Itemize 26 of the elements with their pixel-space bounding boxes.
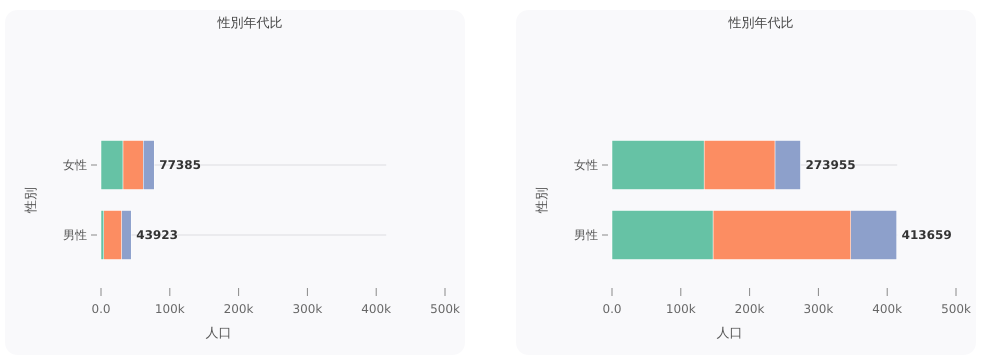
total-label: 43923 (136, 228, 178, 242)
x-tick-label: 100k (154, 302, 185, 316)
y-axis-title: 性別 (24, 187, 39, 214)
total-label: 413659 (902, 228, 952, 242)
y-axis-title: 性別 (535, 187, 550, 214)
x-tick-label: 500k (941, 302, 971, 316)
x-tick-label: 400k (872, 302, 902, 316)
x-tick-label: 400k (361, 302, 392, 316)
x-tick-label: 200k (224, 302, 254, 316)
x-axis-title: 人口 (716, 326, 742, 341)
y-tick-label: 男性 (574, 228, 598, 242)
x-tick-label: 0.0 (602, 302, 622, 316)
x-tick-label: 100k (666, 302, 696, 316)
x-tick-label: 200k (734, 302, 765, 316)
y-tick-label: 男性 (63, 228, 87, 242)
x-tick-label: 300k (292, 302, 322, 316)
x-tick-label: 300k (803, 302, 834, 316)
x-tick-label: 0.0 (91, 302, 111, 316)
y-tick-label: 女性 (63, 158, 87, 172)
x-axis-title: 人口 (205, 326, 232, 341)
total-label: 77385 (159, 158, 201, 172)
x-tick-label: 500k (430, 302, 460, 316)
y-tick-label: 女性 (574, 158, 598, 172)
chart-title: 性別年代比 (728, 16, 794, 31)
total-label: 273955 (805, 158, 856, 172)
chart-title: 性別年代比 (216, 16, 282, 31)
